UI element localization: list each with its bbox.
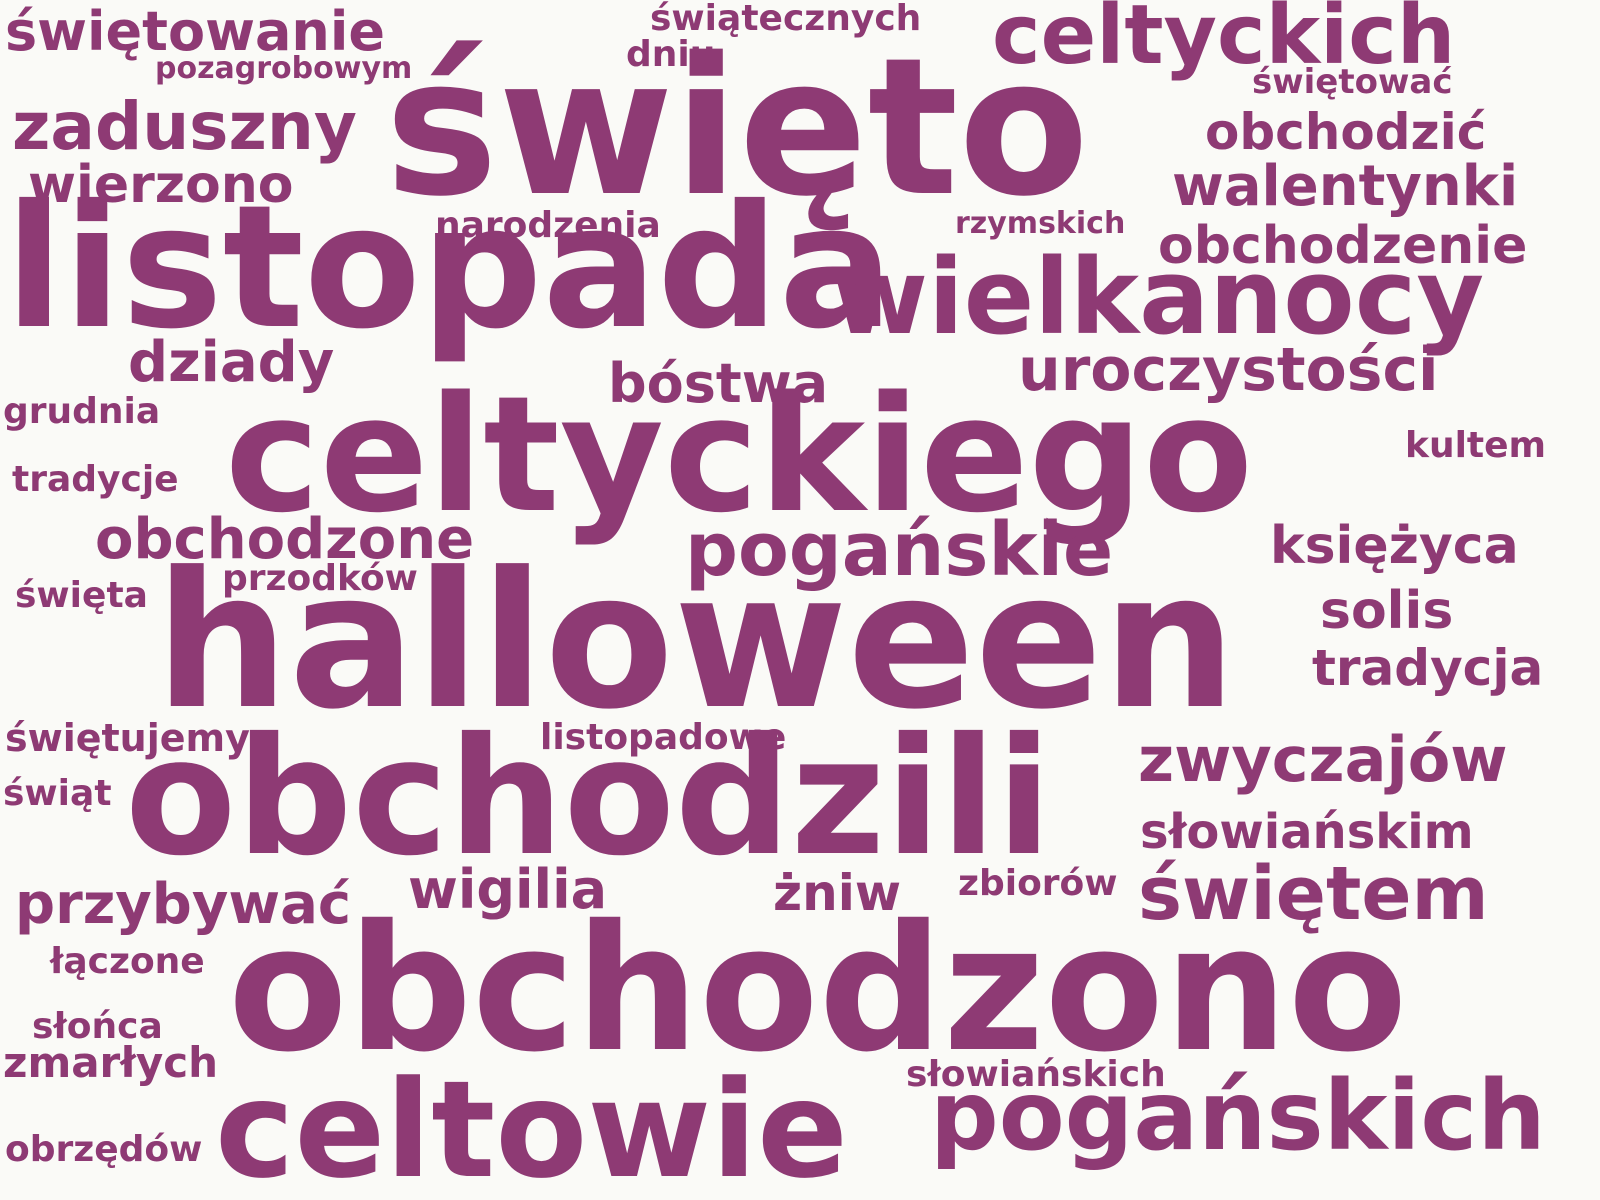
word-swiat: świąt — [3, 773, 112, 814]
word-wielkanocy: wielkanocy — [832, 236, 1485, 358]
word-poganskich: pogańskich — [930, 1060, 1546, 1172]
word-przybywac: przybywać — [15, 872, 352, 937]
word-zwyczajow: zwyczajów — [1138, 723, 1508, 796]
word-swieta: święta — [15, 575, 148, 616]
word-tradycja: tradycja — [1312, 639, 1544, 697]
word-dziady: dziady — [128, 330, 335, 395]
word-zniw: żniw — [773, 864, 902, 922]
word-walentynki: walentynki — [1172, 154, 1519, 219]
word-swiatecznych: świątecznych — [650, 0, 922, 39]
word-bostwa: bóstwa — [608, 352, 829, 415]
word-narodzenia: narodzenia — [435, 205, 661, 246]
word-swietujemy: świętujemy — [5, 716, 250, 760]
word-solis: solis — [1320, 581, 1454, 641]
word-slowianskich: słowiańskich — [906, 1054, 1166, 1095]
word-celtyckiego: celtyckiego — [225, 361, 1254, 548]
word-obchodzone: obchodzone — [95, 507, 475, 572]
word-laczone: łączone — [50, 941, 205, 982]
word-wierzono: wierzono — [28, 155, 294, 215]
word-pozagrobowym: pozagrobowym — [155, 51, 413, 86]
word-slowianskim: słowiańskim — [1140, 804, 1474, 860]
word-listopadowe: listopadowe — [540, 717, 787, 758]
word-obchodzic: obchodzić — [1205, 103, 1487, 161]
word-zmarlych: zmarłych — [3, 1038, 219, 1087]
word-celtyckich: celtyckich — [992, 0, 1456, 83]
word-zbiorow: zbiorów — [958, 863, 1118, 904]
word-listopada: listopada — [5, 169, 894, 367]
word-kultem: kultem — [1405, 425, 1547, 466]
word-swietem: świętem — [1138, 851, 1489, 937]
word-rzymskich: rzymskich — [955, 206, 1126, 241]
word-obchodzili: obchodzili — [125, 704, 1052, 892]
word-obrzedow: obrzędów — [5, 1129, 203, 1170]
word-zaduszny: zaduszny — [12, 88, 357, 165]
word-swieto: święto — [385, 17, 1089, 238]
word-swietowanie: świętowanie — [5, 0, 385, 63]
word-tradycje: tradycje — [12, 459, 179, 500]
word-ksiezyca: księżyca — [1270, 516, 1519, 576]
word-wigilia: wigilia — [408, 858, 608, 921]
word-slonca: słońca — [32, 1006, 163, 1047]
word-obchodzono: obchodzono — [228, 888, 1408, 1091]
word-obchodzenie: obchodzenie — [1158, 216, 1528, 276]
word-dniu: dniu — [626, 34, 716, 75]
word-poganskie: pogańskie — [685, 507, 1114, 593]
word-grudnia: grudnia — [3, 391, 161, 432]
word-celtowie: celtowie — [215, 1052, 848, 1200]
word-halloween: halloween — [155, 532, 1237, 751]
word-swietowac: świętować — [1252, 62, 1453, 102]
word-uroczystosci: uroczystości — [1018, 335, 1439, 405]
word-przodkow: przodków — [222, 558, 418, 599]
